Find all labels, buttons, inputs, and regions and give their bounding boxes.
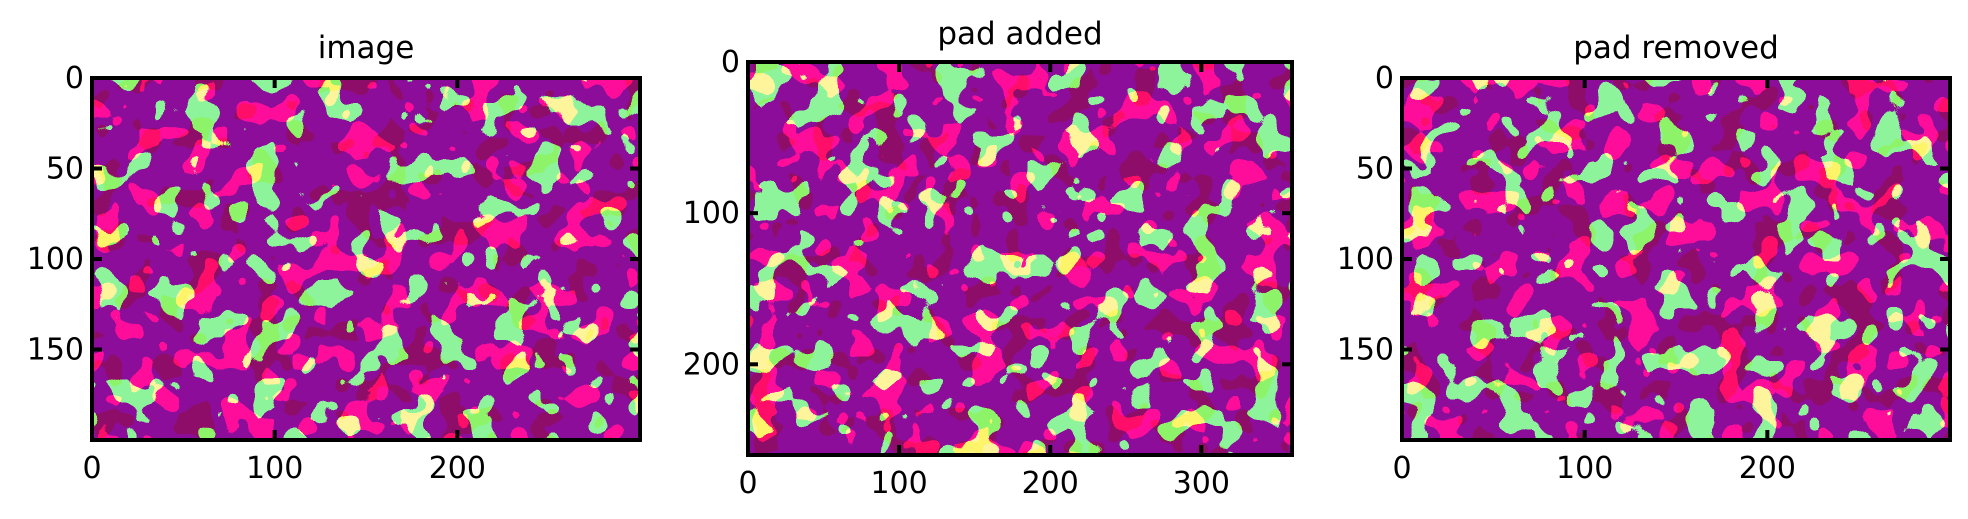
y-tick-label: 50 xyxy=(46,152,84,187)
x-tick-label: 100 xyxy=(870,466,927,501)
panel-pad-added: pad added 0 100 200 300 0 100 200 xyxy=(683,16,1294,501)
x-tick-label: 200 xyxy=(1022,466,1079,501)
axes-frame xyxy=(746,60,1294,457)
x-tick-label: 200 xyxy=(429,451,486,486)
y-tick-label: 100 xyxy=(27,242,84,277)
x-tick-label: 0 xyxy=(738,466,757,501)
y-tick-label: 50 xyxy=(1356,152,1394,187)
y-tick-label: 0 xyxy=(1375,61,1394,96)
x-tick-label: 100 xyxy=(246,451,303,486)
heatmap-padded-image xyxy=(763,77,1217,380)
y-tick-label: 100 xyxy=(683,196,740,231)
panel-image: image 0 100 200 0 50 100 150 xyxy=(27,30,642,486)
panel-title: pad removed xyxy=(1573,30,1779,66)
y-tick-label: 100 xyxy=(1337,242,1394,277)
x-tick-label: 300 xyxy=(1173,466,1230,501)
y-tick-label: 150 xyxy=(1337,333,1394,368)
heatmap-image xyxy=(92,78,640,440)
y-tick-label: 200 xyxy=(683,347,740,382)
panel-title: pad added xyxy=(937,16,1102,52)
x-tick-label: 200 xyxy=(1739,451,1796,486)
heatmap-image xyxy=(1402,78,1950,440)
x-tick-label: 0 xyxy=(1392,451,1411,486)
y-tick-label: 150 xyxy=(27,333,84,368)
panel-pad-removed: pad removed 0 100 200 0 50 100 150 xyxy=(1337,30,1952,486)
x-tick-label: 100 xyxy=(1556,451,1613,486)
x-tick-label: 0 xyxy=(82,451,101,486)
y-tick-label: 0 xyxy=(65,61,84,96)
panel-title: image xyxy=(318,30,415,66)
y-tick-label: 0 xyxy=(721,45,740,80)
